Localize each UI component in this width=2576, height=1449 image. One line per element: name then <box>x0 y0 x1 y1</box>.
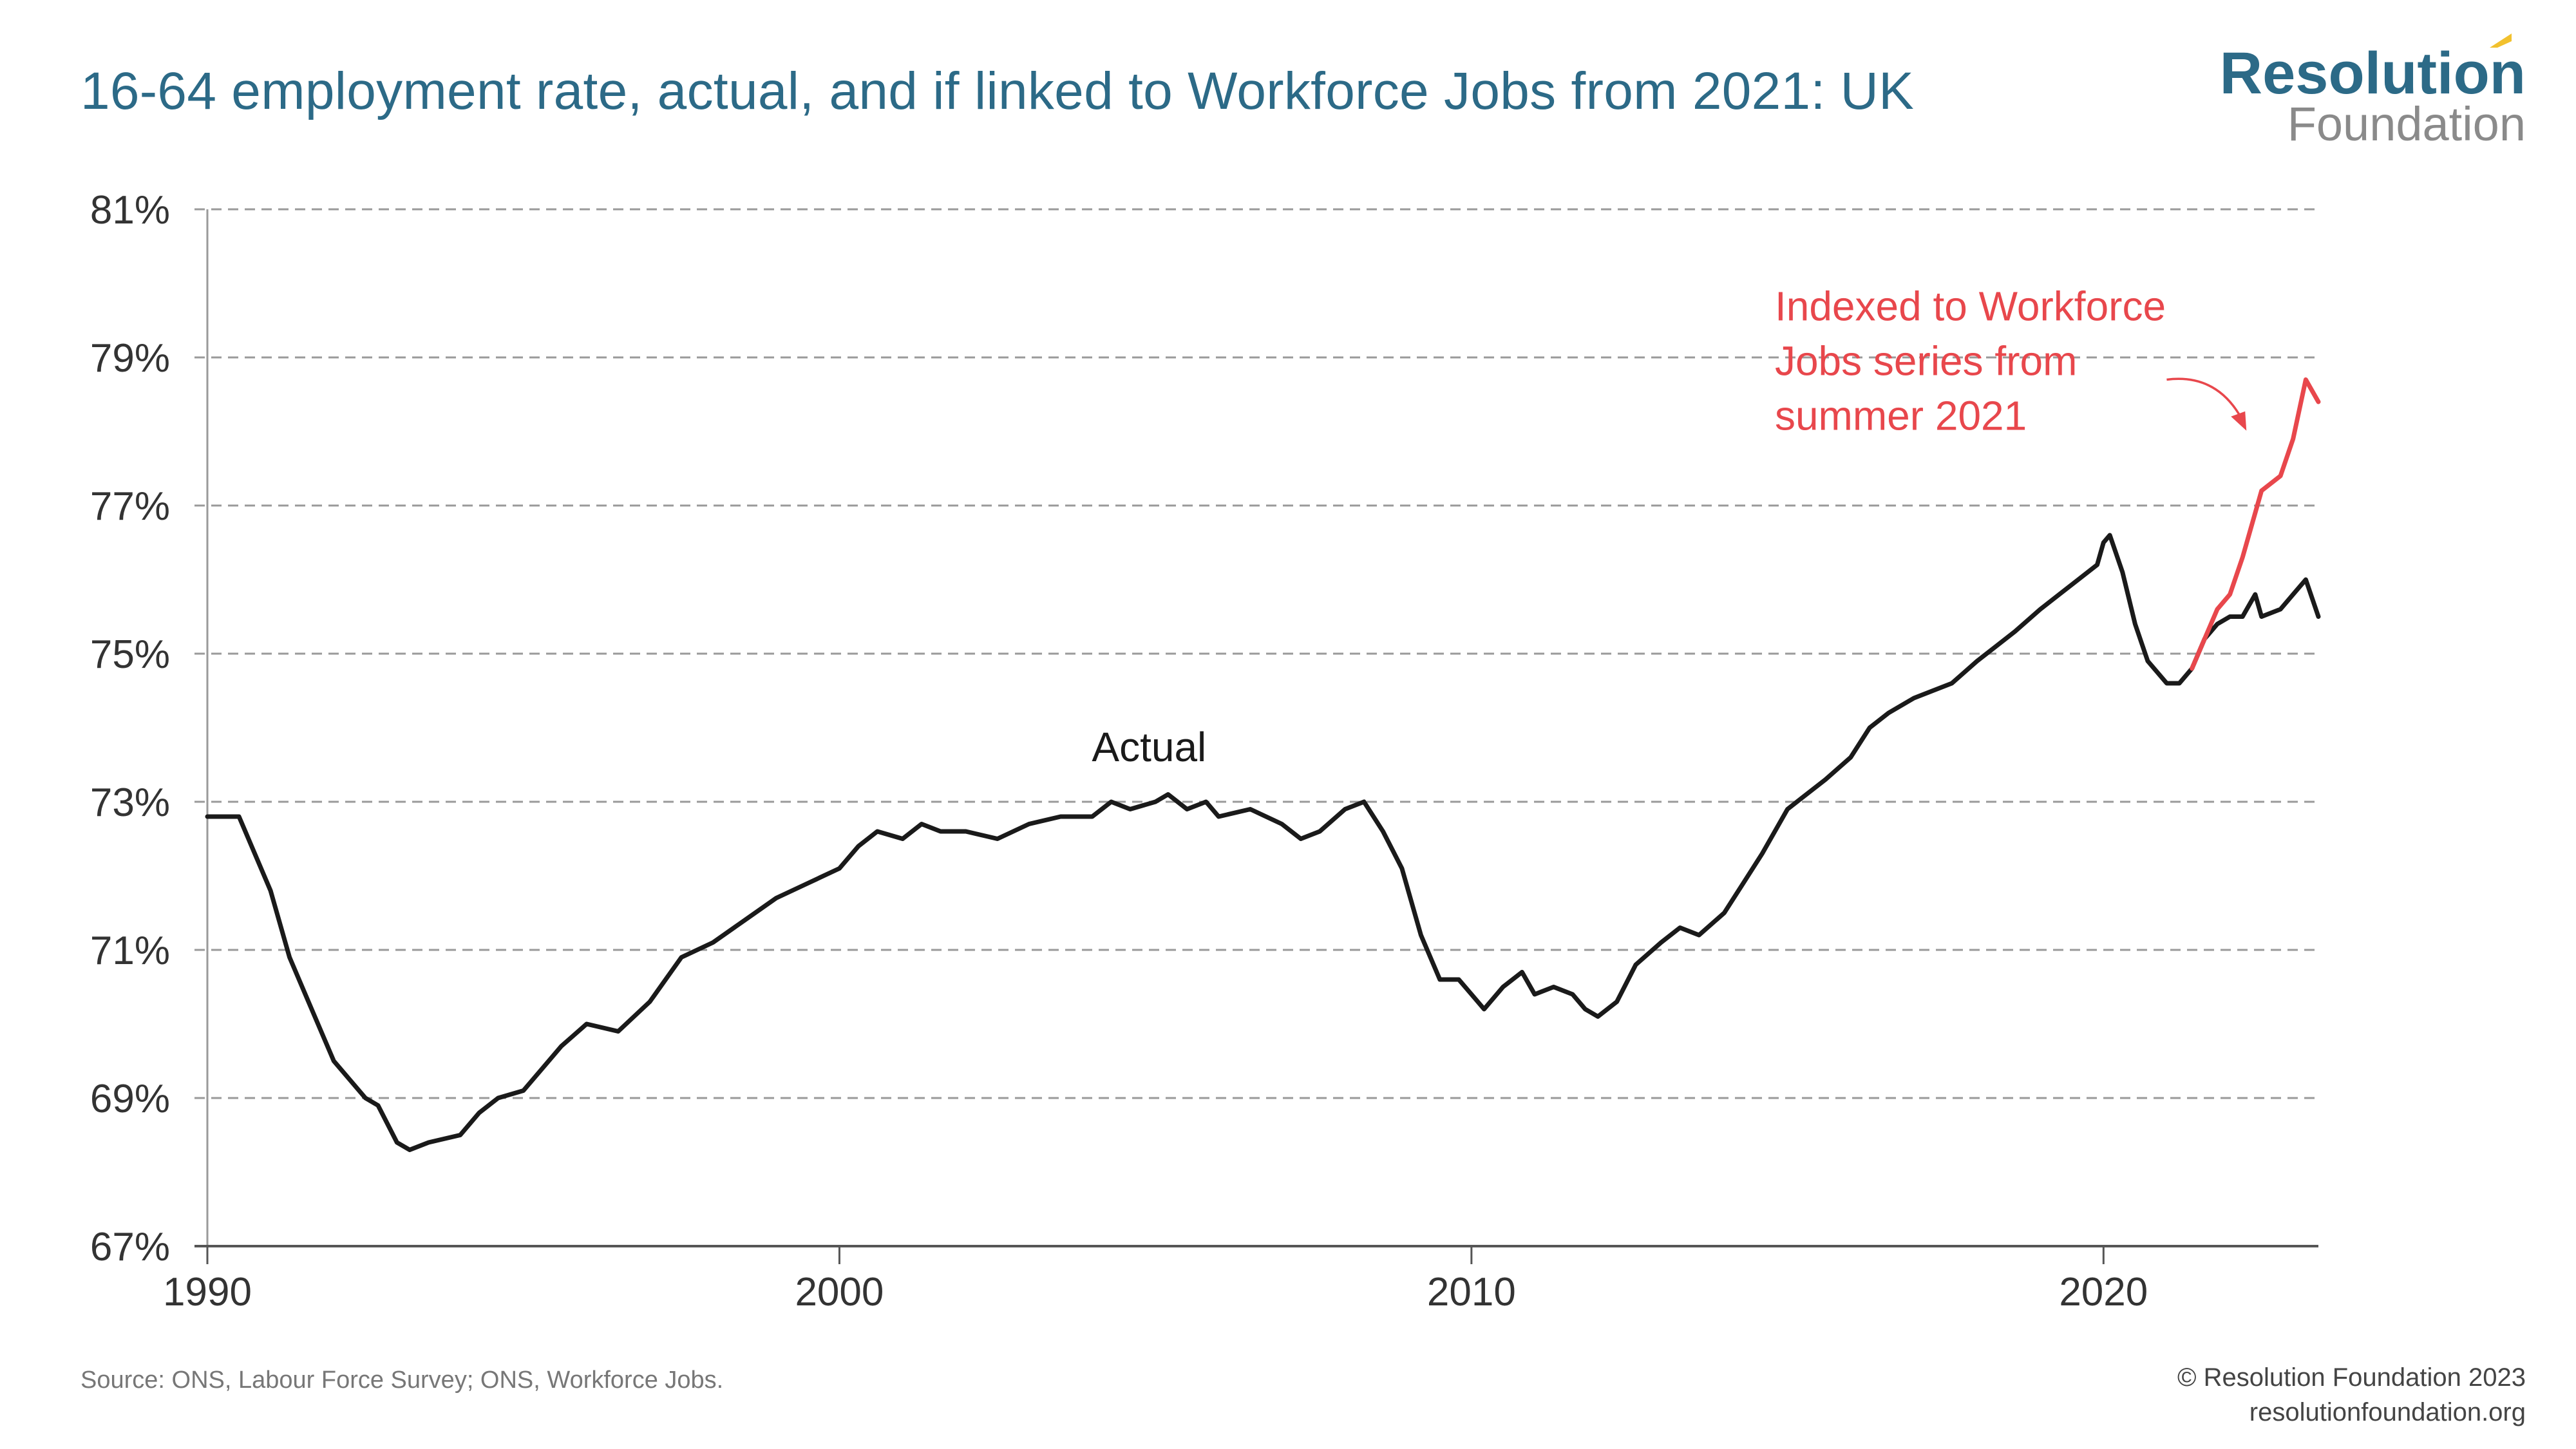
y-tick-label: 73% <box>90 781 170 825</box>
x-tick-label: 1990 <box>163 1270 252 1314</box>
annotation-indexed-line: Indexed to Workforce <box>1775 283 2166 330</box>
copyright-text: © Resolution Foundation 2023 <box>2177 1363 2526 1392</box>
series-lines <box>205 377 2321 1152</box>
annotation-arrow-head <box>2231 411 2247 431</box>
copyright-block: © Resolution Foundation 2023 resolutionf… <box>2177 1360 2526 1430</box>
logo-word-resolution: Resolution <box>2219 41 2526 106</box>
source-note: Source: ONS, Labour Force Survey; ONS, W… <box>80 1367 724 1394</box>
resolution-foundation-logo: Resolution Foundation <box>2219 33 2526 151</box>
x-tick-label: 2000 <box>795 1270 884 1314</box>
logo-accent-icon <box>2490 33 2512 48</box>
y-tick-label: 69% <box>90 1077 170 1121</box>
annotation-indexed-line: summer 2021 <box>1775 393 2027 439</box>
y-tick-label: 67% <box>90 1225 170 1269</box>
y-tick-label: 77% <box>90 484 170 529</box>
series-line-indexed <box>2190 377 2321 671</box>
annotation-arrow-shaft <box>2166 377 2244 421</box>
series-line-actual <box>205 533 2321 1152</box>
website-link[interactable]: resolutionfoundation.org <box>2249 1398 2526 1426</box>
logo-word-foundation: Foundation <box>2287 97 2526 151</box>
x-tick-label: 2020 <box>2059 1270 2148 1314</box>
axes <box>194 209 2318 1264</box>
tick-labels: 67% 69% 71% 73% 75% 77% 79% 81% 1990 2000 2010 2020 <box>90 188 2148 1314</box>
page-title: 16-64 employment rate, actual, and if li… <box>80 62 1915 120</box>
annotation-actual: Actual <box>1092 724 1206 770</box>
gridlines <box>194 208 2318 1099</box>
y-tick-label: 81% <box>90 188 170 232</box>
x-tick-label: 2010 <box>1427 1270 1516 1314</box>
annotation-indexed-line: Jobs series from <box>1775 338 2077 384</box>
y-tick-label: 79% <box>90 336 170 381</box>
logo-line-1: Resolution <box>2219 33 2526 106</box>
y-tick-label: 75% <box>90 632 170 677</box>
y-tick-label: 71% <box>90 929 170 973</box>
annotations: Actual Indexed to Workforce Jobs series fr… <box>1092 283 2247 770</box>
